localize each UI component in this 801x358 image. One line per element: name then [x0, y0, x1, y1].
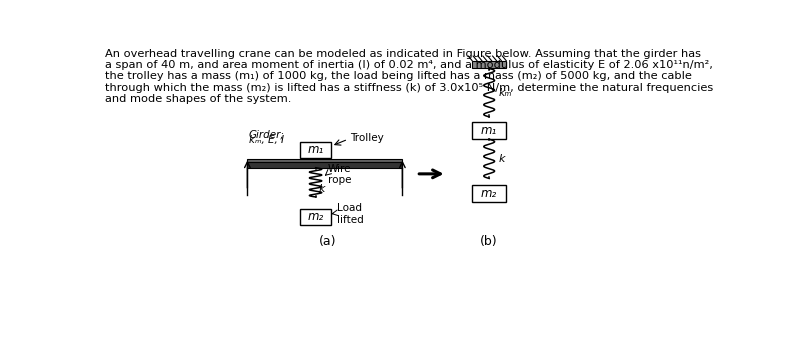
Text: k: k: [498, 154, 505, 164]
Bar: [472, 185, 506, 202]
Text: Load
lifted: Load lifted: [337, 203, 364, 225]
Bar: [300, 141, 331, 159]
Bar: [472, 61, 506, 68]
Text: m₂: m₂: [481, 187, 497, 200]
Text: kₘ: kₘ: [498, 88, 512, 98]
Text: Trolley: Trolley: [350, 133, 384, 143]
Bar: [300, 208, 331, 226]
Text: the trolley has a mass (m₁) of 1000 kg, the load being lifted has a mass (m₂) of: the trolley has a mass (m₁) of 1000 kg, …: [105, 72, 691, 82]
Bar: [472, 122, 506, 139]
Text: (a): (a): [319, 235, 336, 248]
Text: (b): (b): [481, 235, 498, 248]
Text: An overhead travelling crane can be modeled as indicated in Figure below. Assumi: An overhead travelling crane can be mode…: [105, 49, 701, 59]
Text: m₂: m₂: [308, 211, 324, 223]
Text: a span of 40 m, and area moment of inertia (I) of 0.02 m⁴, and a modulus of elas: a span of 40 m, and area moment of inert…: [105, 60, 713, 70]
Bar: [248, 161, 402, 168]
Bar: [248, 159, 402, 161]
Text: k: k: [319, 184, 325, 194]
Text: and mode shapes of the system.: and mode shapes of the system.: [105, 94, 291, 104]
Text: kₘ, E, I: kₘ, E, I: [249, 135, 284, 145]
Text: m₁: m₁: [481, 124, 497, 137]
Text: through which the mass (m₂) is lifted has a stiffness (k) of 3.0x10⁵ N/m, determ: through which the mass (m₂) is lifted ha…: [105, 83, 713, 93]
Text: m₁: m₁: [308, 144, 324, 156]
Text: Wire
rope: Wire rope: [328, 164, 352, 185]
Text: Girder;: Girder;: [249, 129, 285, 139]
